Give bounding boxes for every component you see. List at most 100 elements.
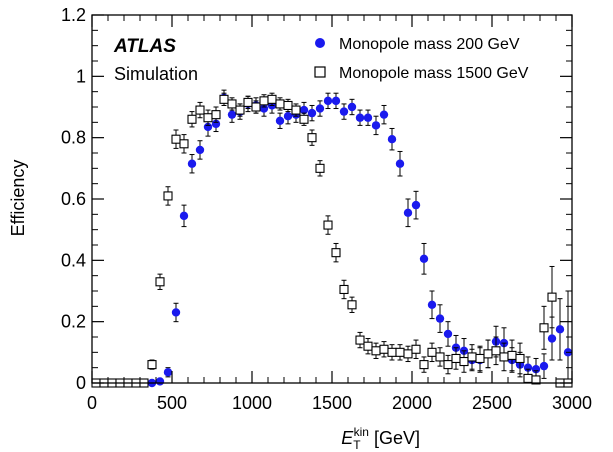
data-point: [299, 105, 309, 115]
data-point: [171, 308, 181, 317]
data-point: [323, 96, 333, 106]
y-tick-label: 1.2: [61, 5, 86, 25]
y-tick-label: 0.4: [61, 250, 86, 270]
data-point: [467, 352, 477, 362]
y-axis-title: Efficiency: [8, 160, 28, 237]
data-point: [379, 110, 389, 119]
data-point: [395, 159, 405, 168]
data-point: [155, 277, 165, 287]
data-point: [315, 104, 325, 113]
simulation-label: Simulation: [114, 64, 198, 84]
data-point: [331, 248, 341, 258]
x-tick-label: 2500: [472, 393, 512, 413]
data-point: [499, 352, 509, 362]
data-point: [315, 163, 325, 173]
y-tick-label: 0.8: [61, 128, 86, 148]
data-point: [243, 97, 253, 107]
atlas-label: ATLAS: [113, 36, 176, 57]
data-point: [187, 159, 197, 168]
data-point: [251, 102, 261, 112]
data-point: [539, 323, 549, 333]
data-point: [539, 361, 549, 371]
data-point: [155, 377, 165, 386]
y-tick-label: 0.2: [61, 312, 86, 332]
data-point: [475, 353, 485, 364]
data-point: [419, 360, 429, 370]
data-point: [507, 350, 517, 360]
data-point: [283, 112, 293, 121]
data-point: [411, 200, 421, 210]
data-point: [387, 135, 397, 144]
data-point: [379, 344, 389, 354]
data-point: [435, 314, 445, 323]
x-tick-label: 1000: [232, 393, 272, 413]
data-point: [307, 108, 317, 118]
x-tick-label: 0: [87, 393, 97, 413]
data-point: [195, 105, 205, 115]
y-tick-label: 1: [76, 66, 86, 86]
data-point: [443, 360, 453, 370]
data-point: [363, 341, 373, 351]
data-point: [403, 208, 413, 217]
data-point: [211, 119, 221, 129]
legend-label: Monopole mass 200 GeV: [339, 36, 520, 53]
data-point: [523, 363, 533, 372]
data-point: [387, 347, 397, 357]
x-axis-title-main: E: [341, 428, 354, 448]
data-point: [275, 116, 285, 126]
y-tick-label: 0: [76, 373, 86, 393]
data-point: [259, 104, 269, 113]
legend: Monopole mass 200 GeV Monopole mass 1500 …: [314, 36, 529, 82]
legend-marker: [315, 38, 325, 48]
data-point: [395, 347, 405, 357]
data-point: [347, 300, 357, 310]
data-point: [491, 346, 501, 356]
data-point: [555, 325, 565, 334]
data-point: [283, 100, 293, 111]
legend-marker: [314, 66, 326, 78]
data-point: [347, 102, 357, 112]
y-tick-label: 0.6: [61, 189, 86, 209]
plot-marks: [91, 89, 573, 388]
data-point: [547, 334, 557, 343]
data-point: [307, 133, 317, 143]
x-tick-label: 500: [157, 393, 187, 413]
data-point: [227, 110, 237, 119]
data-point: [299, 114, 309, 124]
data-point: [171, 134, 181, 144]
data-point: [203, 113, 213, 123]
data-point: [203, 122, 213, 132]
data-point: [435, 352, 445, 362]
data-point: [451, 353, 461, 364]
data-point: [323, 220, 333, 230]
data-point: [163, 191, 173, 201]
data-point: [523, 373, 533, 383]
x-tick-label: 3000: [552, 393, 592, 413]
x-axis-title-unit: [GeV]: [369, 428, 420, 448]
data-point: [339, 107, 349, 116]
data-point: [411, 344, 421, 354]
x-axis-title-sup: kin: [354, 425, 369, 439]
data-point: [259, 96, 269, 106]
data-point: [331, 96, 341, 106]
data-point: [355, 335, 365, 345]
data-point: [179, 139, 189, 149]
x-tick-label: 2000: [392, 393, 432, 413]
data-point: [227, 99, 237, 109]
x-axis-title-sub: T: [353, 438, 361, 452]
legend-label: Monopole mass 1500 GeV: [339, 65, 529, 82]
series-1: [91, 92, 573, 388]
data-point: [483, 349, 493, 359]
data-point: [267, 94, 277, 104]
data-point: [371, 121, 381, 130]
data-point: [147, 360, 157, 370]
data-point: [443, 329, 453, 339]
data-point: [427, 300, 437, 309]
data-point: [211, 110, 221, 120]
series-0: [91, 89, 573, 388]
data-point: [219, 94, 229, 104]
data-point: [515, 353, 525, 364]
data-point: [179, 211, 189, 221]
x-tick-label: 1500: [312, 393, 352, 413]
